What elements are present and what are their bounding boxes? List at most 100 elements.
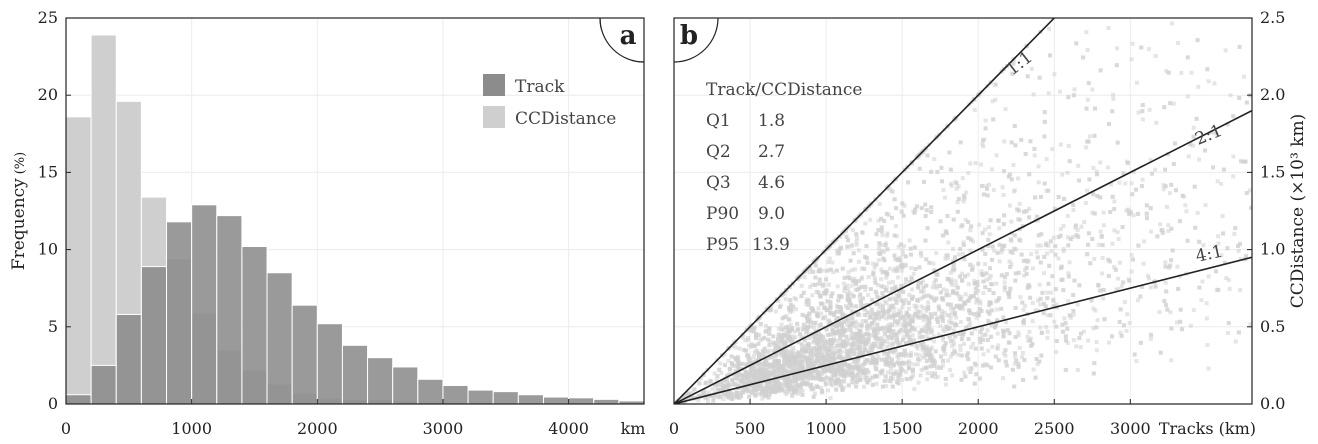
scatter-point <box>872 333 877 338</box>
scatter-point <box>975 283 980 288</box>
scatter-point <box>1001 351 1006 356</box>
scatter-point <box>895 336 900 341</box>
scatter-point <box>997 242 1002 247</box>
scatter-point <box>825 299 830 304</box>
scatter-point <box>960 223 965 228</box>
scatter-point <box>1185 94 1190 99</box>
scatter-point <box>805 329 810 334</box>
scatter-point <box>948 167 953 172</box>
scatter-point <box>1092 361 1097 366</box>
scatter-point <box>777 364 782 369</box>
scatter-point <box>716 388 721 393</box>
scatter-point <box>835 284 840 289</box>
scatter-point <box>864 368 869 373</box>
scatter-point <box>1013 334 1018 339</box>
scatter-point <box>1046 243 1051 248</box>
scatter-point <box>1171 101 1176 106</box>
scatter-point <box>823 381 828 386</box>
scatter-point <box>1101 296 1106 301</box>
scatter-point <box>1130 41 1135 46</box>
scatter-point <box>865 323 870 328</box>
scatter-point <box>886 280 891 285</box>
scatter-point <box>1021 258 1026 263</box>
scatter-point <box>725 384 730 389</box>
scatter-point <box>948 354 953 359</box>
scatter-point <box>1048 239 1053 244</box>
scatter-point <box>1108 210 1113 215</box>
scatter-point <box>771 334 776 339</box>
scatter-point <box>942 328 947 333</box>
scatter-point <box>901 213 906 218</box>
scatter-point <box>1114 63 1119 68</box>
scatter-point <box>995 298 1000 303</box>
scatter-point <box>1012 189 1017 194</box>
scatter-point <box>894 206 899 211</box>
panel-a-ylabel-text: Frequency <box>9 178 29 270</box>
scatter-point <box>904 332 909 337</box>
scatter-point <box>1009 262 1014 267</box>
scatter-point <box>924 208 929 213</box>
scatter-point <box>921 285 926 290</box>
scatter-point <box>882 331 887 336</box>
scatter-point <box>1033 375 1038 380</box>
scatter-point <box>943 351 948 356</box>
scatter-point <box>1110 194 1115 199</box>
scatter-point <box>903 328 908 333</box>
scatter-point <box>880 368 885 373</box>
scatter-point <box>848 356 853 361</box>
scatter-point <box>921 327 926 332</box>
scatter-point <box>868 361 873 366</box>
scatter-point <box>987 300 992 305</box>
scatter-point <box>894 332 899 337</box>
scatter-point <box>1061 249 1066 254</box>
scatter-point <box>947 293 952 298</box>
scatter-point <box>758 337 763 342</box>
scatter-point <box>1169 258 1174 263</box>
scatter-point <box>1035 243 1040 248</box>
scatter-point <box>945 253 950 258</box>
scatter-point <box>1024 209 1029 214</box>
scatter-point <box>1226 330 1231 335</box>
scatter-point <box>774 351 779 356</box>
scatter-point <box>754 333 759 338</box>
scatter-point <box>846 294 851 299</box>
scatter-point <box>753 343 758 348</box>
scatter-point <box>814 341 819 346</box>
scatter-point <box>956 293 961 298</box>
scatter-point <box>937 283 942 288</box>
scatter-point <box>1075 367 1080 372</box>
scatter-point <box>862 266 867 271</box>
scatter-point <box>845 305 850 310</box>
scatter-point <box>935 169 940 174</box>
scatter-point <box>846 270 851 275</box>
scatter-point <box>859 323 864 328</box>
scatter-point <box>899 209 904 214</box>
scatter-point <box>854 351 859 356</box>
scatter-point <box>1098 160 1103 165</box>
scatter-point <box>930 355 935 360</box>
scatter-point <box>902 319 907 324</box>
scatter-point <box>1016 330 1021 335</box>
scatter-point <box>835 349 840 354</box>
scatter-point <box>734 376 739 381</box>
scatter-point <box>966 336 971 341</box>
scatter-point <box>733 356 738 361</box>
scatter-point <box>766 350 771 355</box>
scatter-point <box>1008 249 1013 254</box>
scatter-point <box>751 354 756 359</box>
scatter-point <box>1065 326 1070 331</box>
scatter-point <box>1129 269 1134 274</box>
scatter-point <box>997 259 1002 264</box>
scatter-point <box>900 305 905 310</box>
scatter-point <box>932 298 937 303</box>
scatter-point <box>791 355 796 360</box>
scatter-point <box>883 243 888 248</box>
scatter-point <box>978 162 983 167</box>
scatter-point <box>1039 353 1044 358</box>
scatter-point <box>1063 334 1068 339</box>
scatter-point <box>1087 177 1092 182</box>
scatter-point <box>841 281 846 286</box>
scatter-point <box>1084 145 1089 150</box>
scatter-point <box>884 272 889 277</box>
